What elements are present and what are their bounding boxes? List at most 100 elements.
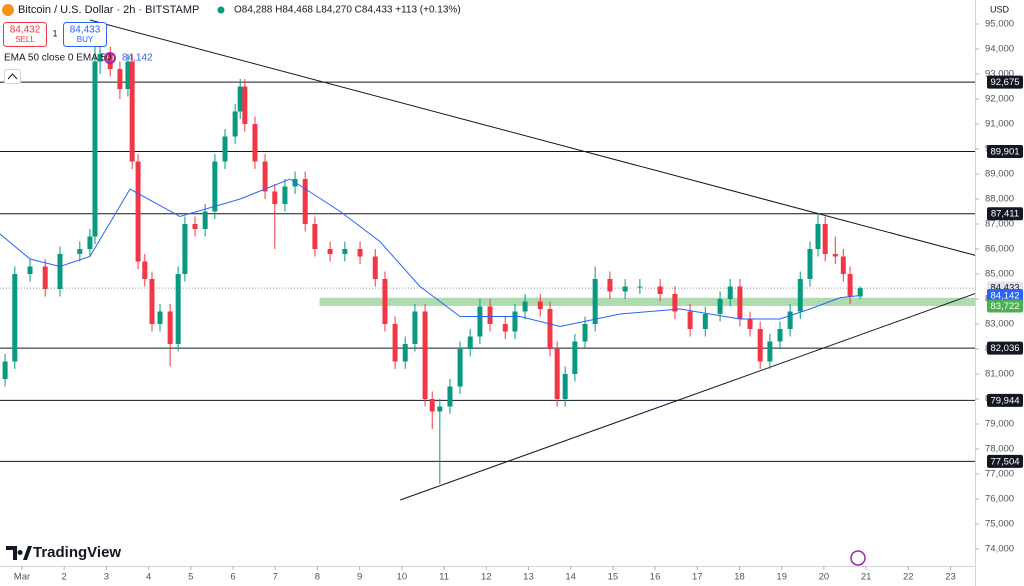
- candle-body: [242, 86, 248, 124]
- candle-body: [107, 54, 113, 69]
- level-tag-bg: [987, 75, 1023, 89]
- candle-body: [212, 161, 218, 212]
- candle-body: [572, 341, 578, 374]
- y-tick-label: 83,000: [985, 319, 1014, 330]
- x-tick-label: 20: [819, 572, 830, 583]
- y-tick-label: 95,000: [985, 19, 1014, 30]
- x-tick-label: 10: [397, 572, 408, 583]
- candle-body: [815, 224, 821, 249]
- candle-body: [357, 249, 363, 257]
- x-tick-label: 9: [357, 572, 362, 583]
- x-tick-label: 8: [315, 572, 320, 583]
- candle-body: [807, 249, 813, 279]
- candle-body: [747, 319, 753, 329]
- candle-body: [117, 69, 123, 89]
- candle-body: [372, 256, 378, 279]
- x-tick-label: 16: [650, 572, 661, 583]
- plot-area: [0, 19, 975, 501]
- x-tick-label: 14: [565, 572, 576, 583]
- candle-body: [237, 86, 243, 112]
- candle-body: [672, 294, 678, 312]
- ema-tag: 84,142: [990, 290, 1019, 301]
- candle-body: [402, 344, 408, 362]
- x-tick-label: Mar: [14, 572, 30, 583]
- level-tag: 92,675: [990, 77, 1019, 88]
- price-tag: 84,433: [990, 283, 1019, 294]
- collapse-button[interactable]: [4, 69, 21, 84]
- candle-body: [422, 311, 428, 399]
- ema-tag-bg: [987, 288, 1023, 302]
- y-tick-label: 79,000: [985, 419, 1014, 430]
- x-tick-label: 6: [230, 572, 235, 583]
- candle-body: [382, 279, 388, 324]
- sell-button[interactable]: [3, 22, 47, 47]
- candle-body: [42, 266, 48, 289]
- candle-body: [477, 306, 483, 337]
- candle-body: [87, 236, 93, 249]
- y-tick-label: 74,000: [985, 544, 1014, 555]
- market-status: [217, 6, 225, 14]
- candle-body: [847, 274, 853, 297]
- candle-body: [202, 211, 208, 229]
- ema-legend: EMA 50 close 0 EMA 50: [4, 53, 112, 64]
- candle-body: [512, 311, 518, 332]
- buy-price: 84,433: [70, 25, 101, 36]
- sell-label: SELL: [15, 35, 35, 44]
- y-tick-label: 91,000: [985, 119, 1014, 130]
- candle-body: [392, 324, 398, 362]
- candle-body: [282, 186, 288, 204]
- x-tick-label: 19: [776, 572, 787, 583]
- candle-body: [502, 324, 508, 332]
- candle-body: [607, 279, 613, 292]
- sell-price: 84,432: [10, 25, 41, 36]
- brand-logo: [6, 546, 32, 560]
- y-tick-label: 75,000: [985, 519, 1014, 530]
- candle-body: [840, 256, 846, 274]
- x-tick-label: 7: [273, 572, 278, 583]
- ema-legend-value: 84,142: [122, 53, 153, 64]
- ohlc-text: O84,288 H84,468 L84,270 C84,433 +113 (+0…: [234, 5, 461, 16]
- x-tick-label: 4: [146, 572, 151, 583]
- level-tag-bg: [987, 341, 1023, 355]
- zone-tag-bg: [987, 299, 1023, 313]
- y-tick-label: 76,000: [985, 494, 1014, 505]
- candle-body: [412, 311, 418, 344]
- y-tick-label: 92,000: [985, 94, 1014, 105]
- candle-body: [537, 301, 543, 309]
- y-tick-label: 94,000: [985, 44, 1014, 55]
- level-tag: 89,901: [990, 146, 1019, 157]
- candle-body: [327, 249, 333, 254]
- x-tick-label: 22: [903, 572, 914, 583]
- level-tag: 77,504: [990, 456, 1019, 467]
- x-tick-label: 17: [692, 572, 703, 583]
- candle-body: [57, 254, 63, 289]
- candle-body: [252, 124, 258, 162]
- level-tag-bg: [987, 454, 1023, 468]
- x-tick-label: 11: [439, 572, 449, 583]
- x-tick-label: 21: [861, 572, 872, 583]
- candle-body: [657, 286, 663, 294]
- y-tick-label: 78,000: [985, 444, 1014, 455]
- candle-body: [467, 336, 473, 349]
- candle-body: [167, 311, 173, 344]
- buy-button[interactable]: [63, 22, 107, 47]
- y-tick-label: 93,000: [985, 69, 1014, 80]
- y-tick-label: 81,000: [985, 369, 1014, 380]
- candle-body: [737, 286, 743, 319]
- x-tick-label: 13: [523, 572, 534, 583]
- y-tick-label: 87,000: [985, 219, 1014, 230]
- candle-body: [562, 374, 568, 399]
- candle-body: [129, 61, 135, 162]
- loading-icon: [104, 52, 116, 64]
- candle-body: [429, 399, 435, 412]
- spark-button[interactable]: [850, 550, 866, 566]
- candle-body: [97, 54, 103, 62]
- candle-body: [447, 386, 453, 407]
- candle-body: [727, 286, 733, 299]
- x-tick-label: 3: [104, 572, 109, 583]
- candle-body: [554, 349, 560, 399]
- candle-body: [272, 191, 278, 204]
- buy-label: BUY: [77, 35, 94, 44]
